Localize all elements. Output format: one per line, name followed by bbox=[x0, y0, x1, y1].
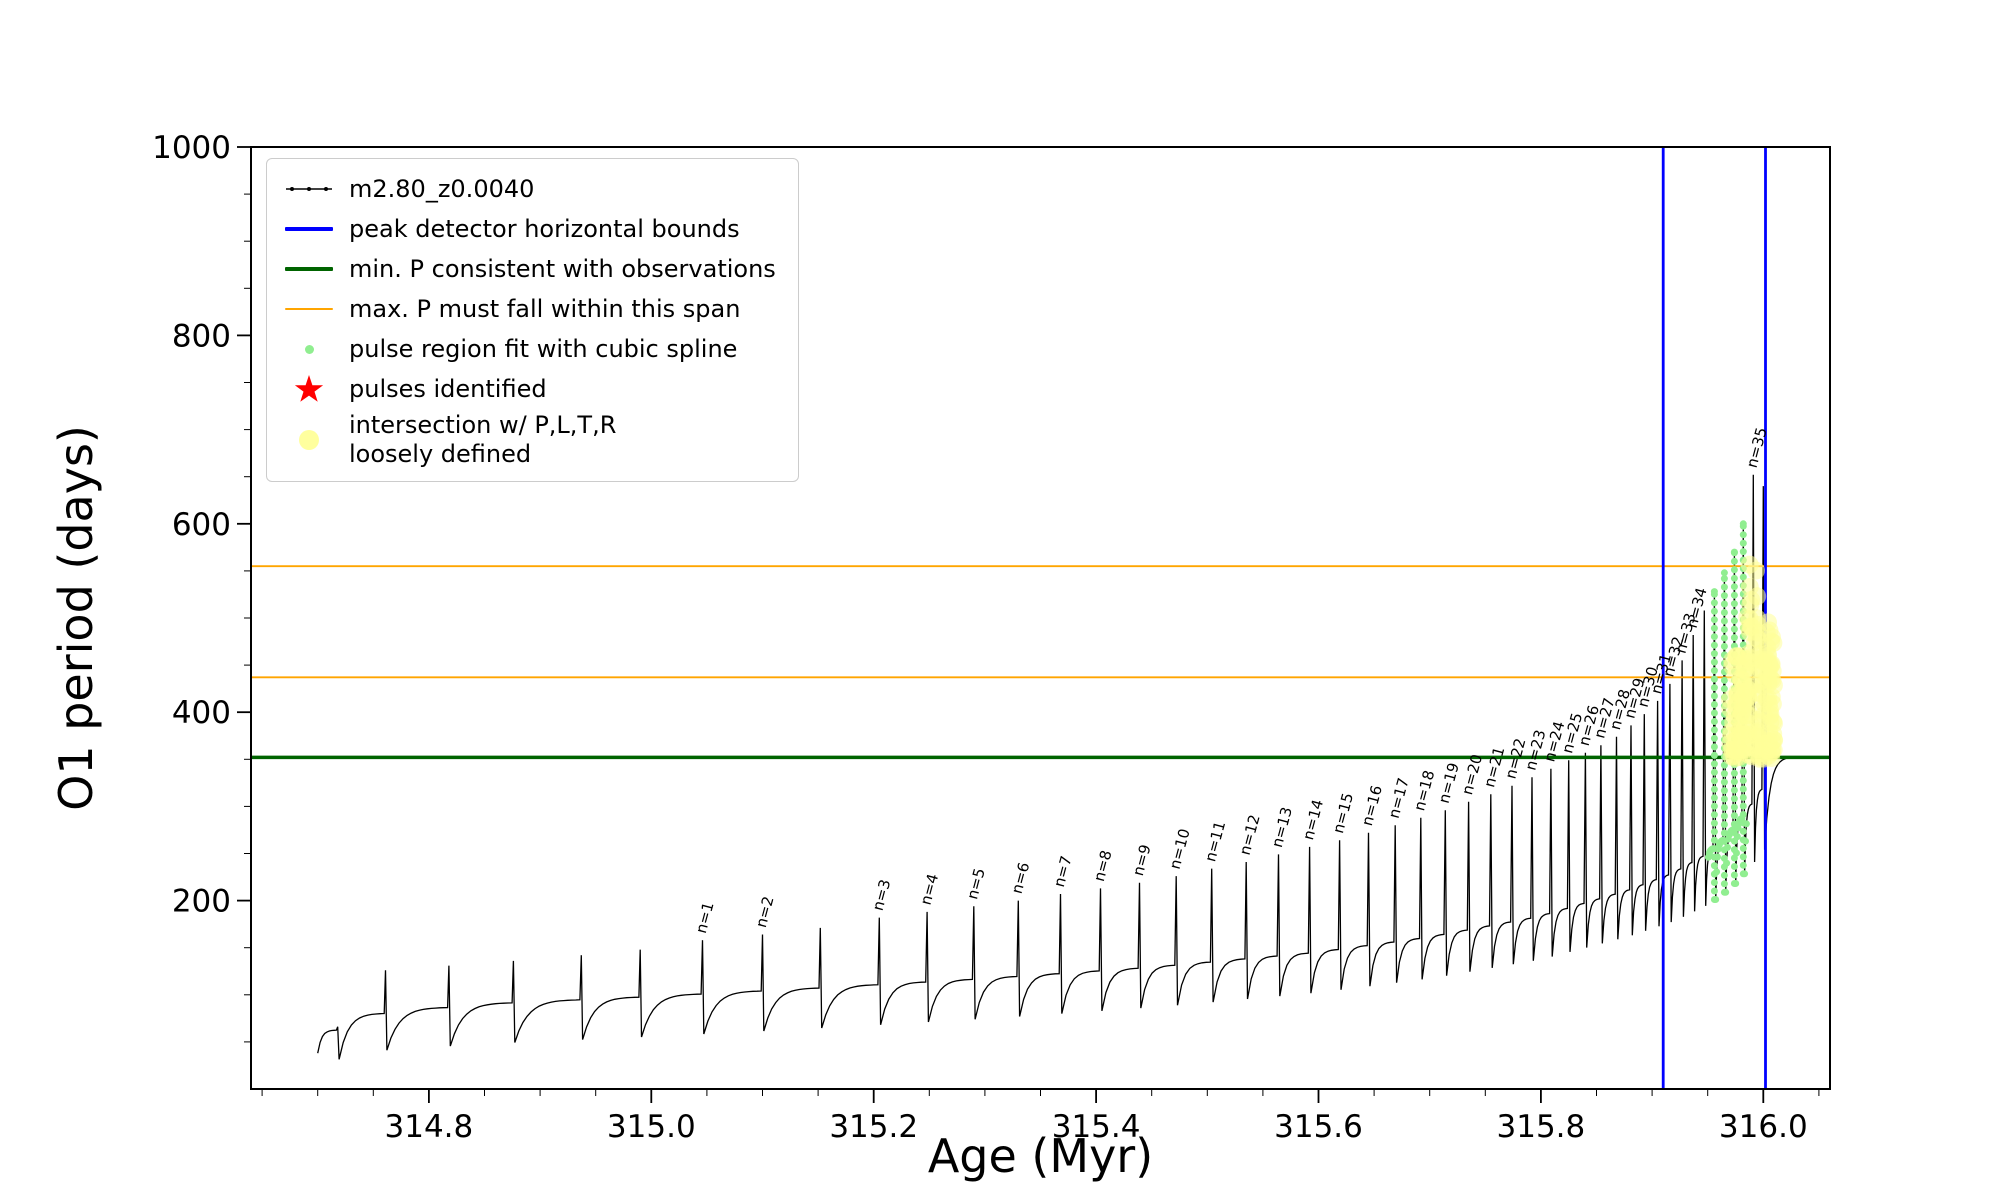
svg-text:315.2: 315.2 bbox=[829, 1109, 918, 1145]
y-tick-labels: 200 400 600 800 1000 bbox=[152, 130, 231, 920]
svg-text:Age (Myr): Age (Myr) bbox=[928, 1129, 1153, 1183]
svg-text:n=5: n=5 bbox=[963, 866, 989, 901]
green-dot-sample-icon bbox=[281, 344, 337, 354]
svg-text:200: 200 bbox=[172, 884, 231, 920]
axis-ticks bbox=[237, 146, 1820, 1103]
legend-label-max-p: max. P must fall within this span bbox=[349, 294, 741, 323]
svg-text:n=3: n=3 bbox=[869, 877, 895, 912]
horizontal-reference-lines bbox=[251, 565, 1830, 760]
legend-label-series: m2.80_z0.0040 bbox=[349, 174, 535, 203]
svg-text:315.4: 315.4 bbox=[1052, 1109, 1141, 1145]
yellow-dot-sample-icon bbox=[281, 429, 337, 450]
svg-text:1000: 1000 bbox=[152, 130, 231, 166]
y-axis-label: O1 period (days) bbox=[49, 425, 103, 811]
svg-text:n=12: n=12 bbox=[1236, 813, 1264, 857]
legend: m2.80_z0.0040 peak detector horizontal b… bbox=[266, 158, 799, 482]
legend-label-min-p: min. P consistent with observations bbox=[349, 254, 776, 283]
legend-item-pulses: pulses identified bbox=[281, 371, 776, 407]
legend-label-pulses: pulses identified bbox=[349, 374, 547, 403]
svg-text:n=8: n=8 bbox=[1090, 848, 1116, 883]
legend-label-intersection: intersection w/ P,L,T,R loosely defined bbox=[349, 411, 617, 468]
svg-text:n=16: n=16 bbox=[1358, 783, 1386, 827]
svg-text:n=13: n=13 bbox=[1268, 805, 1296, 849]
x-tick-labels: 314.8 315.0 315.2 315.4 315.6 315.8 316.0 bbox=[385, 1109, 1808, 1145]
intersection-scatter bbox=[1721, 555, 1784, 768]
orange-line-sample-icon bbox=[281, 308, 337, 310]
svg-text:n=11: n=11 bbox=[1201, 819, 1229, 863]
svg-text:n=19: n=19 bbox=[1435, 761, 1463, 805]
red-star-icon bbox=[281, 373, 337, 405]
series-line-sample-icon bbox=[281, 181, 337, 197]
svg-text:315.0: 315.0 bbox=[607, 1109, 696, 1145]
green-line-sample-icon bbox=[281, 267, 337, 271]
x-axis-label: Age (Myr) bbox=[928, 1129, 1153, 1183]
svg-text:314.8: 314.8 bbox=[385, 1109, 474, 1145]
svg-text:n=14: n=14 bbox=[1299, 798, 1327, 842]
blue-line-sample-icon bbox=[281, 227, 337, 231]
legend-label-peak-bounds: peak detector horizontal bounds bbox=[349, 214, 740, 243]
svg-text:n=10: n=10 bbox=[1166, 827, 1194, 871]
spline-fit-scatter bbox=[1704, 520, 1750, 903]
svg-text:n=6: n=6 bbox=[1008, 860, 1034, 895]
svg-text:600: 600 bbox=[172, 507, 231, 543]
svg-text:315.6: 315.6 bbox=[1274, 1109, 1363, 1145]
svg-text:n=34: n=34 bbox=[1683, 586, 1711, 630]
svg-text:n=15: n=15 bbox=[1329, 791, 1357, 835]
svg-text:n=18: n=18 bbox=[1410, 768, 1438, 812]
legend-item-spline: pulse region fit with cubic spline bbox=[281, 331, 776, 367]
legend-item-intersection: intersection w/ P,L,T,R loosely defined bbox=[281, 411, 776, 469]
svg-text:n=4: n=4 bbox=[917, 872, 943, 907]
data-series bbox=[317, 474, 1792, 1060]
svg-text:316.0: 316.0 bbox=[1719, 1109, 1808, 1145]
svg-text:n=9: n=9 bbox=[1129, 843, 1155, 878]
svg-text:800: 800 bbox=[172, 318, 231, 354]
legend-item-series: m2.80_z0.0040 bbox=[281, 171, 776, 207]
svg-text:n=1: n=1 bbox=[692, 900, 718, 935]
legend-item-min-p: min. P consistent with observations bbox=[281, 251, 776, 287]
svg-text:315.8: 315.8 bbox=[1497, 1109, 1586, 1145]
legend-item-max-p: max. P must fall within this span bbox=[281, 291, 776, 327]
svg-text:400: 400 bbox=[172, 695, 231, 731]
svg-text:n=7: n=7 bbox=[1050, 854, 1076, 889]
svg-text:O1 period (days): O1 period (days) bbox=[49, 425, 103, 811]
svg-text:n=2: n=2 bbox=[752, 894, 778, 929]
legend-item-peak-bounds: peak detector horizontal bounds bbox=[281, 211, 776, 247]
svg-text:n=17: n=17 bbox=[1385, 776, 1413, 820]
legend-label-spline: pulse region fit with cubic spline bbox=[349, 334, 738, 363]
pulse-number-labels: n=1 n=2 n=3 n=4 n=5 n=6 n=7 n=8 n=9 n=10 n=11 n=12 n… bbox=[692, 425, 1771, 935]
